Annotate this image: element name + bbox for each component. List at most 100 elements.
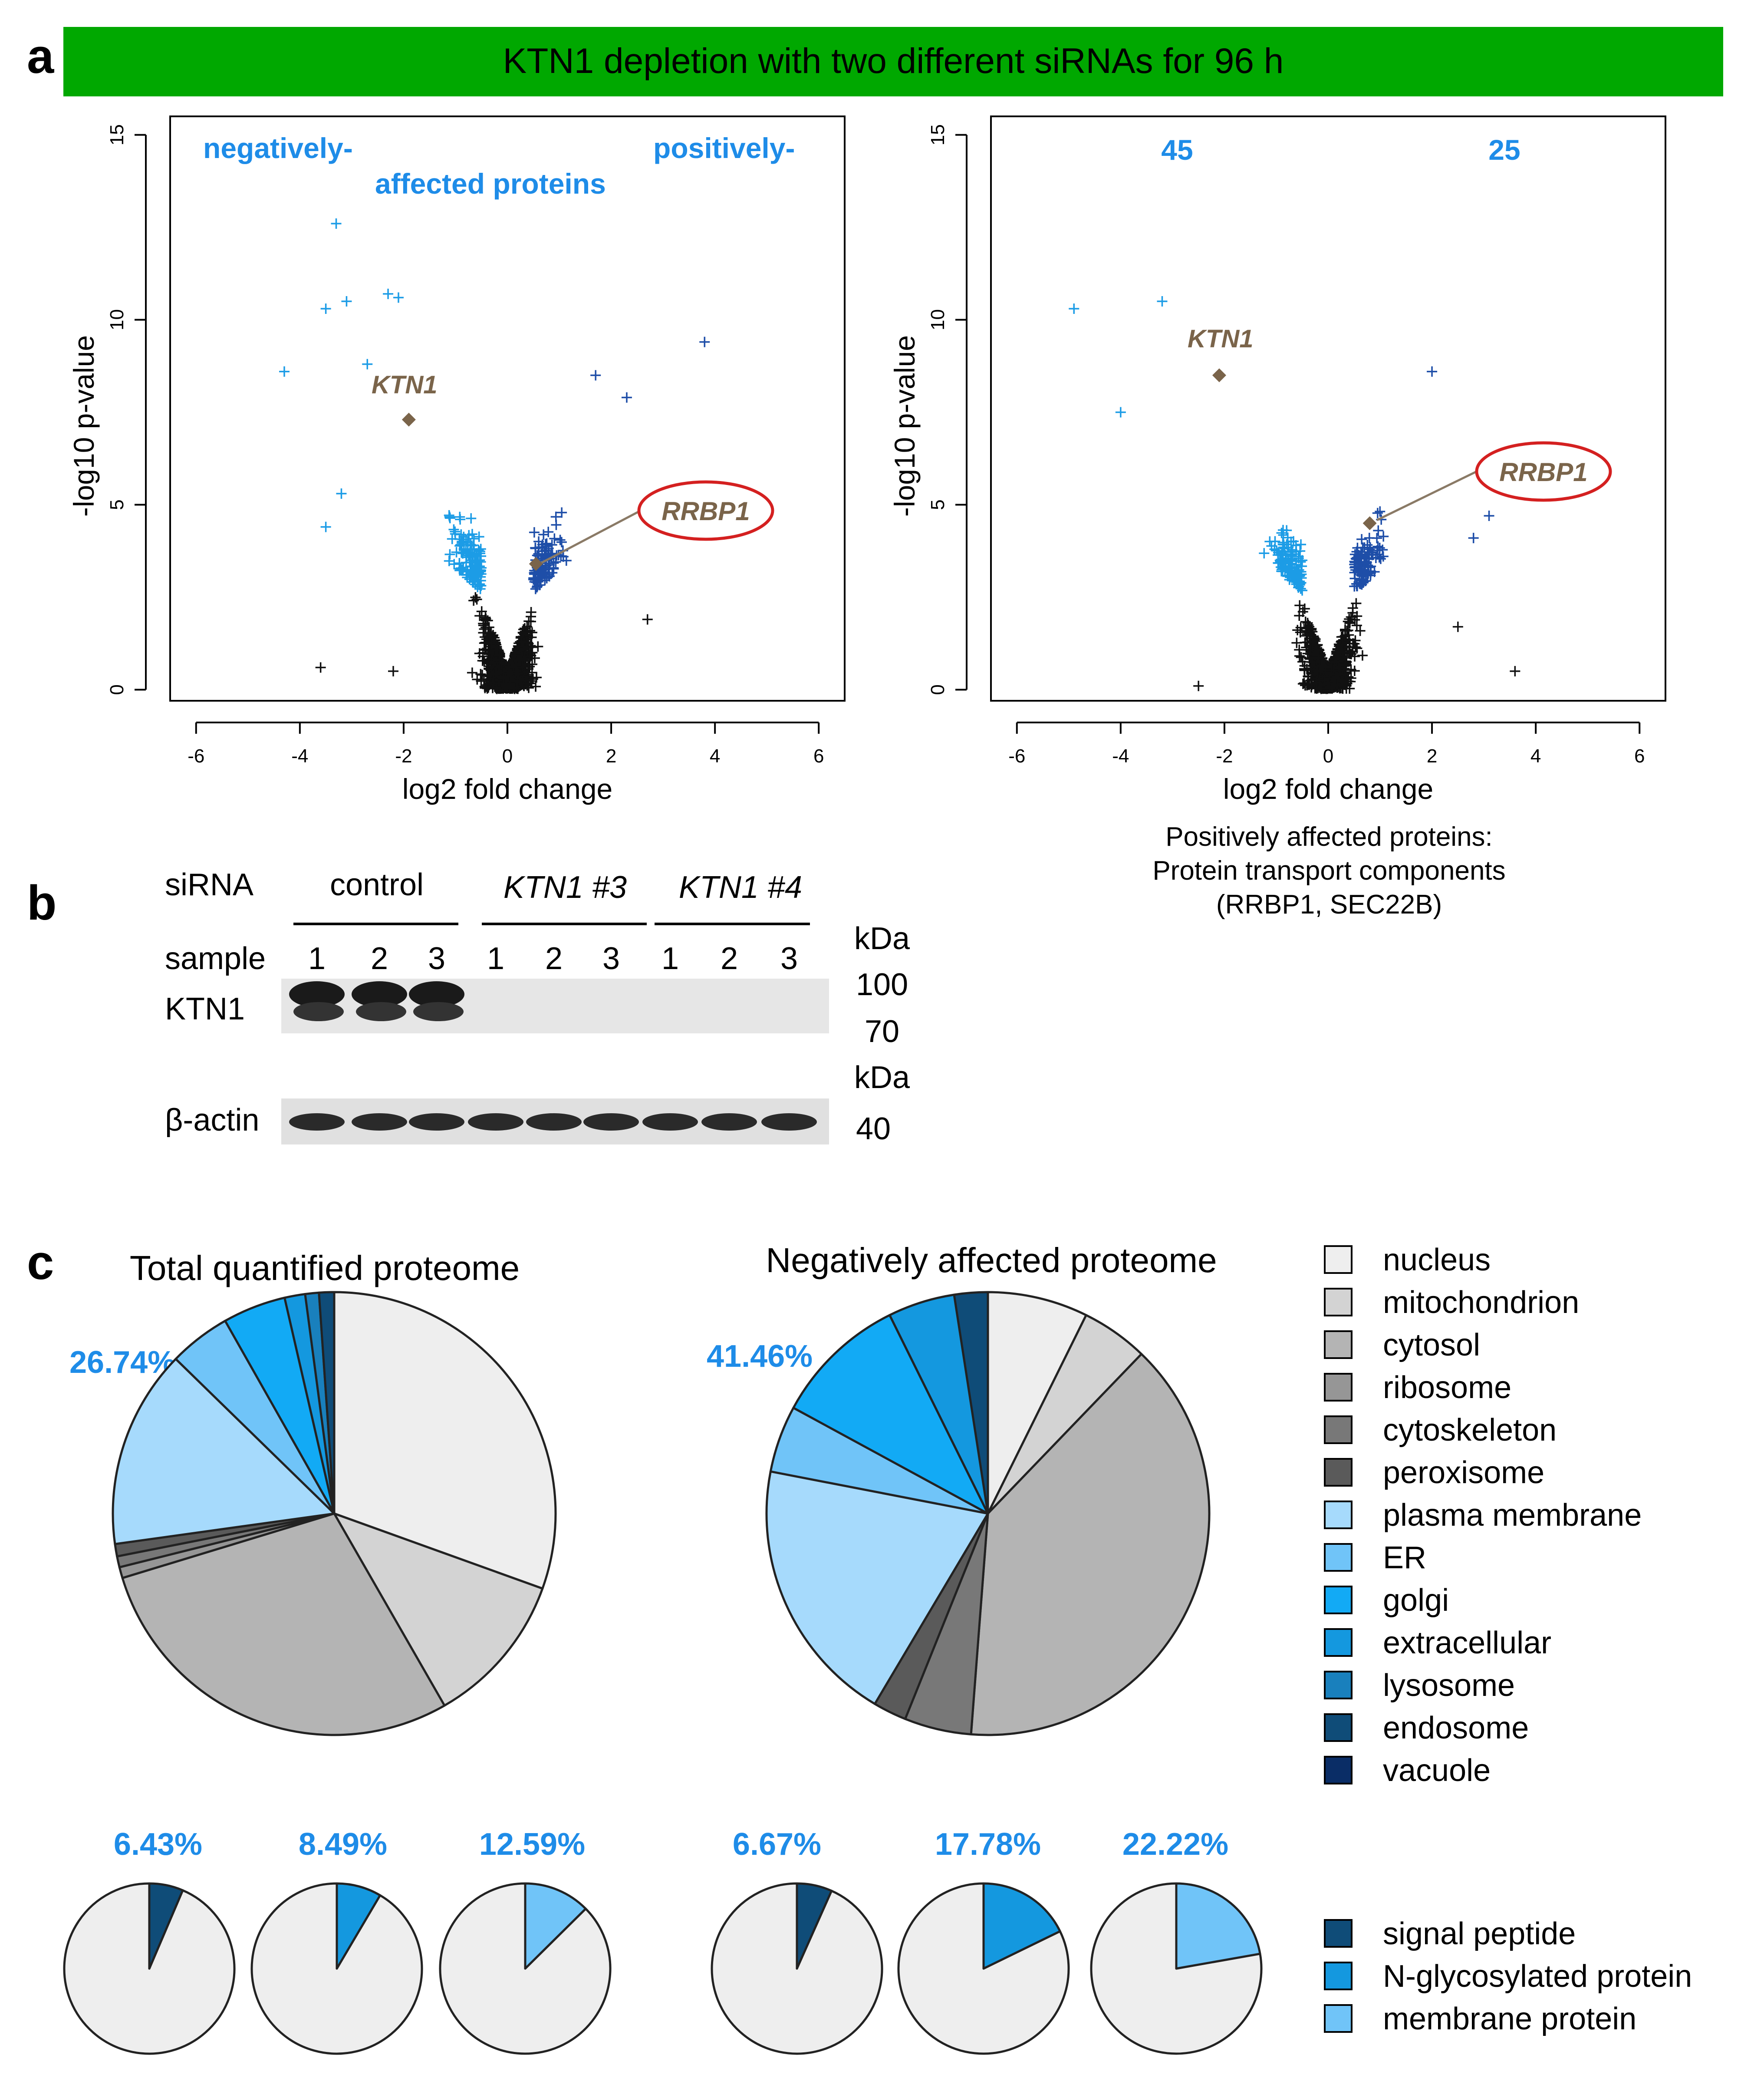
legend-swatch-peroxisome xyxy=(1324,1458,1353,1487)
volcano-left-point-significant xyxy=(556,507,567,518)
small-pie-rest xyxy=(1090,1882,1263,2055)
volcano-right-point-significant xyxy=(1276,528,1287,538)
volcano-right-point xyxy=(1337,631,1348,642)
volcano-right-point-significant xyxy=(1366,547,1377,557)
legend-label-vacuole: vacuole xyxy=(1383,1753,1491,1788)
volcano-left-point-significant xyxy=(543,527,554,538)
volcano-right-point-significant xyxy=(1285,558,1296,569)
volcano-left-points xyxy=(279,218,710,694)
volcano-left-label-affected: affected proteins xyxy=(375,168,606,200)
volcano-left-point xyxy=(467,667,477,678)
volcano-left-point-outlier xyxy=(383,288,394,299)
volcano-left-rrbp1-label: RRBP1 xyxy=(662,497,750,526)
volcano-left-point xyxy=(516,637,527,647)
volcano-left-point-outlier xyxy=(621,392,632,403)
small-pie-label-2: 8.49% xyxy=(299,1827,387,1862)
volcano-left-y-label: -log10 p-value xyxy=(68,335,100,517)
volcano-right-point xyxy=(1332,679,1343,690)
volcano-left-point-significant xyxy=(466,569,477,580)
volcano-left-point xyxy=(526,607,536,617)
volcano-left-point xyxy=(509,650,520,661)
pie-total-percentage: 26.74% xyxy=(69,1345,175,1380)
volcano-right-rrbp1-leader xyxy=(1376,468,1481,521)
volcano-left-point-significant xyxy=(444,513,455,524)
volcano-right-y-tick-label: 10 xyxy=(927,309,948,330)
volcano-left-x-tick-label: -2 xyxy=(395,745,412,767)
blot-actin-band xyxy=(468,1113,523,1131)
volcano-right-point-significant xyxy=(1277,563,1288,574)
small-legend-swatch-membrane-protein xyxy=(1324,2004,1353,2033)
blot-actin-band xyxy=(352,1113,407,1131)
blot-group-ktn1-4: KTN1 #4 xyxy=(679,870,802,905)
volcano-left-point-significant xyxy=(450,526,461,537)
volcano-left-point xyxy=(482,670,493,681)
blot-sample-7: 1 xyxy=(662,941,679,976)
volcano-left-point xyxy=(480,612,491,623)
volcano-right-point xyxy=(1323,678,1333,689)
small-pie-slice xyxy=(982,1882,1061,1970)
small-pie-slice xyxy=(148,1882,184,1970)
small-pie-label-1: 6.43% xyxy=(114,1827,202,1862)
small-pie-charts xyxy=(63,1882,1263,2055)
blot-actin-band xyxy=(409,1113,464,1131)
volcano-right-point xyxy=(1330,653,1341,663)
volcano-right-point-significant xyxy=(1375,506,1386,517)
volcano-right-point-significant xyxy=(1369,567,1380,577)
volcano-right-point xyxy=(1307,652,1318,663)
legend-swatch-nucleus xyxy=(1324,1245,1353,1274)
blot-sample-label: sample xyxy=(165,941,266,976)
legend-swatch-er xyxy=(1324,1543,1353,1572)
volcano-left-point-significant xyxy=(544,571,555,581)
volcano-right-point xyxy=(1307,669,1317,679)
small-legend-swatch-signal-peptide xyxy=(1324,1919,1353,1948)
legend-swatch-plasma-membrane xyxy=(1324,1501,1353,1529)
volcano-right-point xyxy=(1292,625,1303,636)
blot-group-control: control xyxy=(330,867,424,902)
volcano-right-point-significant xyxy=(1286,536,1297,547)
volcano-right-point xyxy=(1357,650,1368,661)
volcano-left-point xyxy=(524,625,535,636)
volcano-right-caption-line1: Positively affected proteins: xyxy=(1165,822,1493,852)
volcano-left-point xyxy=(483,645,494,656)
pie-chart-negative-proteome xyxy=(765,1291,1211,1736)
legend-swatch-ribosome xyxy=(1324,1373,1353,1402)
volcano-right-point-outlier xyxy=(1069,303,1079,314)
volcano-left-point-outlier xyxy=(393,292,404,303)
legend-label-ribosome: ribosome xyxy=(1383,1370,1511,1405)
pie-negative-title: Negatively affected proteome xyxy=(766,1241,1217,1280)
volcano-left-point xyxy=(517,661,528,672)
volcano-left-point xyxy=(479,638,490,649)
volcano-right-y-tick-label: 0 xyxy=(927,684,948,695)
blot-ktn1-band-lower xyxy=(293,1002,344,1021)
panel-a-letter: a xyxy=(27,29,54,83)
blot-actin-band xyxy=(701,1113,757,1131)
legend-label-cytosol: cytosol xyxy=(1383,1328,1480,1362)
volcano-left-point-outlier xyxy=(642,614,653,625)
volcano-left-point xyxy=(515,655,526,666)
volcano-left-point-significant xyxy=(456,547,467,558)
pie-slice-mitochondrion xyxy=(987,1314,1143,1515)
blot-ktn1-marker-100: 100 xyxy=(856,967,908,1002)
blot-kda-label-top: kDa xyxy=(854,921,910,956)
volcano-right-point xyxy=(1330,673,1341,684)
volcano-left-x-tick-label: -6 xyxy=(188,745,204,767)
volcano-left-point-outlier xyxy=(341,296,352,307)
blot-sample-1: 1 xyxy=(308,941,326,976)
volcano-right-point xyxy=(1346,664,1356,675)
volcano-right-point xyxy=(1344,683,1355,694)
blot-actin-band xyxy=(526,1113,582,1131)
small-pie-legend: signal peptide N-glycosylated protein me… xyxy=(1324,1916,1692,2036)
volcano-left-point xyxy=(503,671,513,682)
volcano-right-y-label: -log10 p-value xyxy=(889,335,921,517)
volcano-left-x-label: log2 fold change xyxy=(402,773,612,805)
pie-total-title: Total quantified proteome xyxy=(130,1249,520,1287)
volcano-right-point-outlier xyxy=(1115,407,1126,418)
small-legend-label-signal-peptide: signal peptide xyxy=(1383,1916,1576,1951)
volcano-left-point-outlier xyxy=(331,218,342,229)
volcano-left-point-significant xyxy=(466,513,477,524)
pie-slice-plasma-membrane xyxy=(765,1470,989,1705)
blot-actin-band xyxy=(583,1113,639,1131)
volcano-right-points xyxy=(1069,296,1520,694)
small-legend-swatch-n-glycosylated xyxy=(1324,1962,1353,1990)
blot-sample-6: 3 xyxy=(602,941,620,976)
